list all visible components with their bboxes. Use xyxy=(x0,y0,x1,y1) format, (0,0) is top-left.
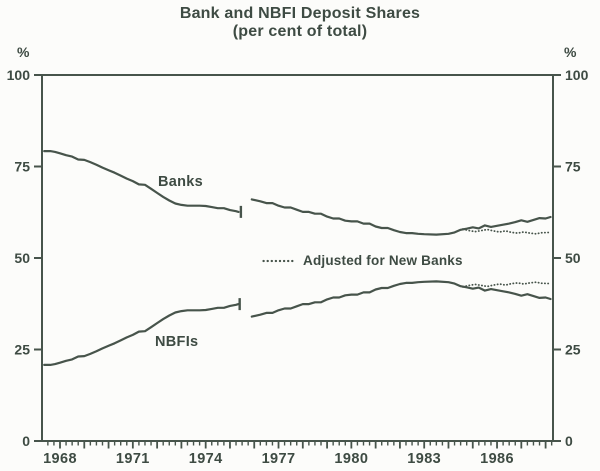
chart-subtitle: (per cent of total) xyxy=(232,23,368,40)
y-axis-label-right-25: 25 xyxy=(565,342,581,358)
y-axis-label-right-100: 100 xyxy=(565,67,589,83)
series-line-nbfis-post-break- xyxy=(250,280,552,318)
legend-adjusted-for-new-banks: Adjusted for New Banks xyxy=(262,253,463,268)
banks-series-label: Banks xyxy=(158,174,204,190)
y-axis-label-left-75: 75 xyxy=(14,159,30,175)
x-axis-label-1980: 1980 xyxy=(334,451,368,467)
y-axis-label-right-0: 0 xyxy=(565,433,573,449)
x-axis-label-1974: 1974 xyxy=(189,451,223,467)
series-line-banks-pre-break- xyxy=(43,150,240,213)
y-axis-unit-left: % xyxy=(17,44,30,60)
nbfis-series-label: NBFIs xyxy=(155,334,199,350)
y-axis-label-left-100: 100 xyxy=(7,67,31,83)
legend-label: Adjusted for New Banks xyxy=(303,253,463,268)
y-axis-label-right-75: 75 xyxy=(565,159,581,175)
series-line-nbfis-pre-break- xyxy=(43,303,240,366)
chart-title: Bank and NBFI Deposit Shares xyxy=(179,5,421,22)
x-axis-label-1968: 1968 xyxy=(43,451,77,467)
y-axis-label-left-25: 25 xyxy=(14,342,30,358)
y-axis-label-left-0: 0 xyxy=(22,433,30,449)
x-axis-label-1971: 1971 xyxy=(116,451,150,467)
dotted-line-swatch-icon xyxy=(262,259,296,262)
series-line-nbfis-adjusted-for-new-banks xyxy=(462,281,552,288)
series-line-banks-post-break- xyxy=(250,198,552,236)
x-axis-label-1983: 1983 xyxy=(407,451,441,467)
y-axis-label-left-50: 50 xyxy=(14,250,30,266)
x-axis-label-1977: 1977 xyxy=(262,451,296,467)
series-line-banks-adjusted-for-new-banks xyxy=(462,228,552,235)
title-block: Bank and NBFI Deposit Shares (per cent o… xyxy=(0,5,600,41)
y-axis-unit-right: % xyxy=(564,44,577,60)
x-axis-label-1986: 1986 xyxy=(480,451,514,467)
y-axis-label-right-50: 50 xyxy=(565,250,581,266)
